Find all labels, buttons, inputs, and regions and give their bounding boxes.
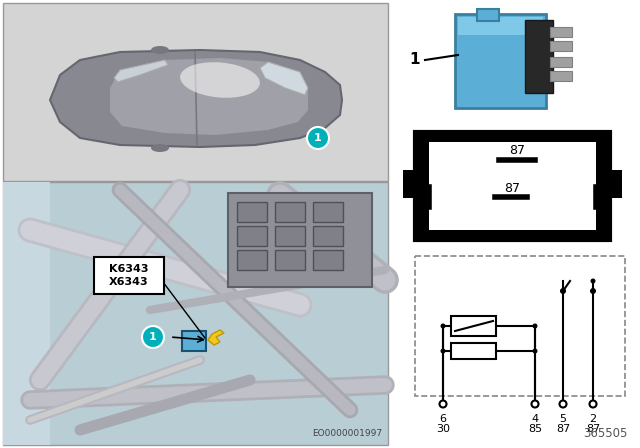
FancyBboxPatch shape bbox=[275, 202, 305, 222]
Bar bbox=[3, 3, 388, 181]
Text: 30: 30 bbox=[407, 181, 423, 194]
Text: 87: 87 bbox=[509, 143, 525, 156]
Polygon shape bbox=[110, 58, 308, 135]
Bar bbox=[429, 142, 596, 230]
Circle shape bbox=[440, 323, 445, 328]
Text: 87: 87 bbox=[556, 424, 570, 434]
Ellipse shape bbox=[180, 62, 260, 98]
Text: 87: 87 bbox=[504, 181, 520, 194]
FancyBboxPatch shape bbox=[237, 226, 267, 246]
FancyBboxPatch shape bbox=[477, 9, 499, 21]
FancyBboxPatch shape bbox=[455, 14, 546, 108]
FancyBboxPatch shape bbox=[550, 27, 572, 37]
FancyBboxPatch shape bbox=[525, 20, 553, 93]
Circle shape bbox=[561, 289, 566, 293]
FancyBboxPatch shape bbox=[550, 41, 572, 51]
Text: 365505: 365505 bbox=[584, 427, 628, 440]
FancyBboxPatch shape bbox=[550, 71, 572, 81]
Bar bbox=[415, 132, 610, 240]
FancyBboxPatch shape bbox=[237, 250, 267, 270]
Circle shape bbox=[591, 279, 595, 284]
Circle shape bbox=[531, 401, 538, 408]
Text: 2: 2 bbox=[589, 414, 596, 424]
Text: EO0000001997: EO0000001997 bbox=[312, 429, 382, 438]
Ellipse shape bbox=[151, 144, 169, 152]
Text: 6: 6 bbox=[440, 414, 447, 424]
Polygon shape bbox=[114, 60, 168, 82]
FancyBboxPatch shape bbox=[275, 250, 305, 270]
Text: 30: 30 bbox=[436, 424, 450, 434]
Bar bbox=[451, 316, 496, 336]
Text: K6343: K6343 bbox=[109, 264, 148, 274]
Text: 85: 85 bbox=[602, 181, 618, 194]
Circle shape bbox=[532, 323, 538, 328]
Text: X6343: X6343 bbox=[109, 277, 149, 287]
Polygon shape bbox=[50, 50, 342, 147]
FancyBboxPatch shape bbox=[94, 257, 164, 294]
Circle shape bbox=[440, 349, 445, 353]
FancyBboxPatch shape bbox=[550, 57, 572, 67]
FancyBboxPatch shape bbox=[313, 226, 343, 246]
Polygon shape bbox=[3, 182, 50, 445]
FancyBboxPatch shape bbox=[228, 193, 372, 287]
Text: 1: 1 bbox=[314, 133, 322, 143]
Bar bbox=[609, 170, 622, 198]
Circle shape bbox=[440, 401, 447, 408]
FancyBboxPatch shape bbox=[313, 250, 343, 270]
Text: 87: 87 bbox=[586, 424, 600, 434]
Text: 4: 4 bbox=[531, 414, 539, 424]
Circle shape bbox=[560, 288, 566, 294]
FancyBboxPatch shape bbox=[237, 202, 267, 222]
FancyBboxPatch shape bbox=[182, 331, 206, 351]
Text: 1: 1 bbox=[410, 52, 420, 68]
Bar bbox=[3, 182, 388, 445]
Bar bbox=[415, 256, 625, 396]
Circle shape bbox=[142, 326, 164, 348]
Circle shape bbox=[559, 401, 566, 408]
FancyBboxPatch shape bbox=[458, 17, 543, 35]
FancyBboxPatch shape bbox=[275, 226, 305, 246]
Polygon shape bbox=[208, 330, 224, 345]
Bar bbox=[403, 170, 416, 198]
FancyBboxPatch shape bbox=[313, 202, 343, 222]
Text: 5: 5 bbox=[559, 414, 566, 424]
Circle shape bbox=[590, 288, 596, 294]
Circle shape bbox=[307, 127, 329, 149]
Polygon shape bbox=[260, 62, 308, 95]
Circle shape bbox=[532, 349, 538, 353]
Bar bbox=[451, 343, 496, 359]
Circle shape bbox=[589, 401, 596, 408]
Text: 1: 1 bbox=[149, 332, 157, 342]
Ellipse shape bbox=[151, 46, 169, 54]
Text: 85: 85 bbox=[528, 424, 542, 434]
